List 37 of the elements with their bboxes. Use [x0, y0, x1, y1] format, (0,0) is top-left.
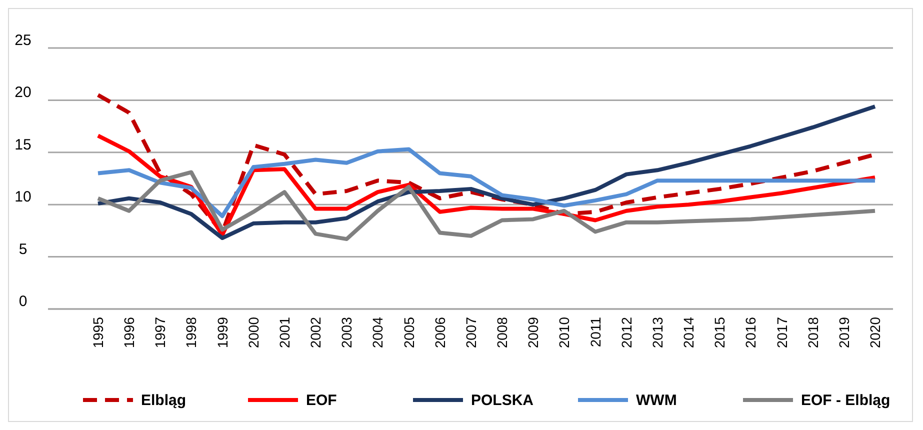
x-tick-label: 2002	[308, 316, 324, 348]
x-tick-label: 2008	[494, 316, 510, 348]
legend-label: EOF	[306, 392, 337, 409]
x-tick-label: 2012	[618, 316, 634, 348]
y-tick-label: 25	[14, 32, 32, 49]
y-tick-label: 15	[14, 136, 32, 154]
y-tick-label: 10	[14, 188, 32, 206]
x-tick-label: 2006	[432, 316, 448, 348]
x-tick-label: 2014	[680, 316, 697, 348]
x-tick-label: 1998	[183, 316, 200, 348]
x-tick-label: 2018	[804, 316, 821, 348]
legend-label: POLSKA	[471, 392, 534, 409]
x-tick-label: 1997	[152, 316, 168, 348]
x-tick-label: 2007	[462, 316, 479, 348]
x-tick-label: 2005	[400, 316, 417, 348]
legend-label: WWM	[636, 392, 677, 409]
y-tick-label: 5	[18, 240, 28, 258]
x-tick-label: 1996	[121, 316, 138, 348]
x-tick-label: 2015	[712, 316, 728, 348]
x-tick-label: 2000	[245, 316, 262, 348]
x-tick-label: 2004	[370, 316, 386, 348]
x-tick-label: 1995	[90, 316, 106, 348]
x-tick-label: 2010	[556, 316, 572, 348]
x-tick-label: 2011	[587, 316, 604, 348]
x-tick-label: 2017	[774, 316, 790, 348]
legend-label: Elbląg	[141, 392, 186, 409]
x-tick-label: 1999	[214, 316, 230, 348]
x-tick-label: 2016	[742, 316, 759, 348]
x-tick-label: 2013	[649, 316, 666, 348]
x-tick-label: 2001	[276, 316, 292, 348]
y-tick-label: 20	[14, 84, 32, 102]
x-tick-label: 2009	[525, 316, 542, 348]
x-tick-label: 2003	[338, 316, 355, 348]
x-tick-label: 2020	[867, 316, 883, 348]
y-tick-label: 0	[18, 293, 28, 310]
legend-label: EOF - Elbląg	[801, 392, 890, 409]
x-tick-label: 2019	[836, 316, 852, 348]
